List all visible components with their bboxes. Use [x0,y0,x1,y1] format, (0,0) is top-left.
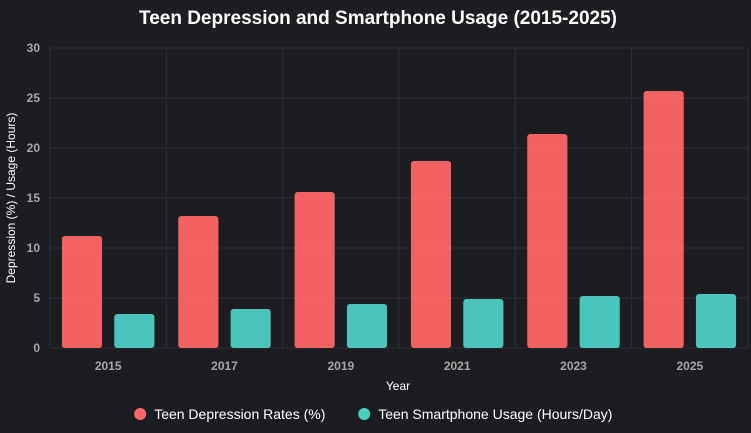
bar-depression-2019 [294,192,335,348]
legend-label: Teen Depression Rates (%) [154,406,325,422]
x-tick-label: 2017 [211,359,238,373]
bar-depression-2025 [643,91,684,348]
y-tick-label: 0 [33,341,40,355]
y-tick-label: 30 [27,41,41,55]
bar-depression-2023 [527,134,568,348]
chart-title: Teen Depression and Smartphone Usage (20… [139,8,617,29]
y-tick-label: 15 [27,191,41,205]
y-axis-ticks: 0 5 10 15 20 25 30 [27,41,41,355]
bar-smartphone-2023 [579,296,620,348]
x-tick-label: 2019 [327,359,354,373]
y-tick-label: 25 [27,91,41,105]
bar-smartphone-2025 [695,294,737,348]
y-axis-label: Depression (%) / Usage (Hours) [4,113,18,284]
bar-smartphone-2017 [230,309,271,348]
x-axis-ticks: 2015 2017 2019 2021 2023 2025 [95,359,704,373]
legend-swatch [134,408,147,420]
legend: Teen Depression Rates (%) Teen Smartphone… [134,406,612,422]
y-tick-label: 10 [27,241,41,255]
x-axis-label: Year [386,379,410,393]
bar-depression-2021 [410,161,452,348]
bar-depression-2015 [61,236,103,348]
x-tick-label: 2023 [560,359,587,373]
y-tick-label: 20 [27,141,41,155]
grid [49,47,749,349]
x-tick-label: 2025 [676,359,703,373]
y-tick-label: 5 [33,291,40,305]
bar-smartphone-2015 [114,314,155,348]
bar-smartphone-2021 [463,299,504,348]
legend-swatch [358,408,371,420]
x-tick-label: 2021 [444,359,471,373]
x-tick-label: 2015 [95,359,122,373]
legend-label: Teen Smartphone Usage (Hours/Day) [378,406,612,422]
bar-smartphone-2019 [346,304,388,348]
bar-depression-2017 [178,216,219,348]
bars [61,91,737,348]
